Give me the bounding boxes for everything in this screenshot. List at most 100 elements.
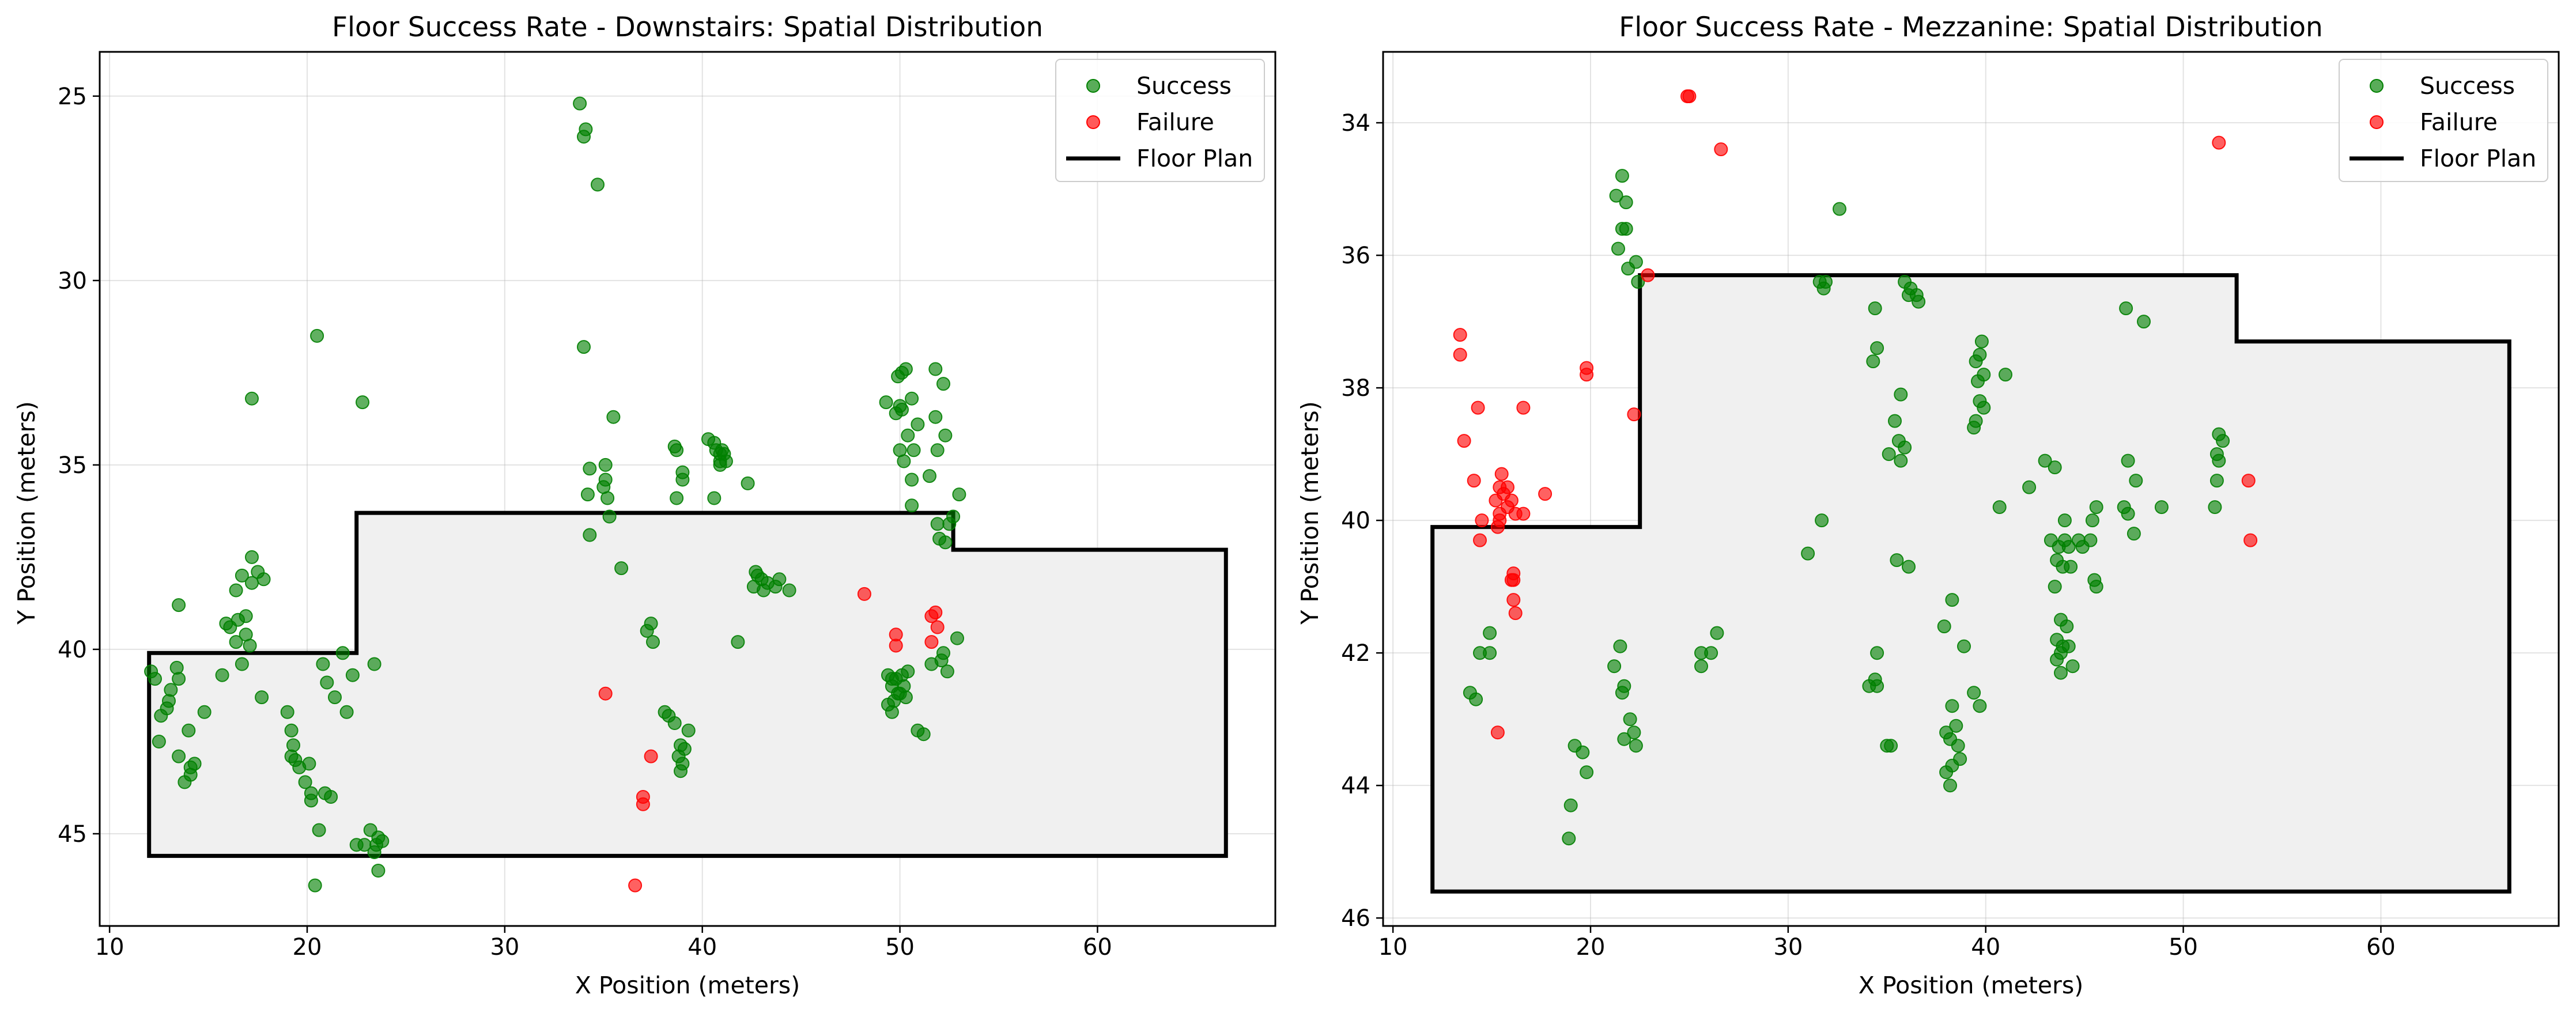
failure-point [1516,400,1531,415]
success-point [1629,255,1643,269]
success-point [2048,460,2062,475]
success-point [245,550,259,564]
x-tick-label: 20 [1576,934,1606,961]
success-point [284,723,299,738]
success-point [302,757,316,771]
success-point [371,864,386,878]
failure-point [1473,533,1487,547]
legend-failure-label: Failure [1136,108,1214,136]
y-tick-label: 40 [58,637,87,663]
success-point [339,705,354,719]
success-point [2022,480,2037,494]
success-points [1463,169,2230,846]
success-point [235,657,249,671]
failure-point [1506,573,1521,587]
success-point [1819,275,1833,289]
success-point [906,443,921,458]
success-point [898,362,913,376]
failure-points [598,587,945,893]
success-point [950,631,964,645]
success-point [577,340,591,354]
success-point [936,646,950,660]
x-tick-label: 30 [490,934,519,961]
legend: Success Failure Floor Plan [2339,59,2548,182]
success-point [2048,580,2062,594]
y-tick-label: 46 [1341,905,1370,932]
success-point [235,568,249,583]
success-point [2089,500,2103,515]
success-point [591,177,605,192]
success-point [707,491,722,505]
success-point [197,705,211,719]
success-point [1898,440,1912,455]
chart-panel-downstairs: Floor Success Rate - Downstairs: Spatial… [13,12,1276,999]
success-point [1617,732,1631,746]
success-point [1937,619,1951,634]
failure-point [1580,368,1594,382]
success-point [905,472,919,487]
y-ticks: 25 30 35 40 45 [58,84,100,848]
success-point [2121,453,2135,468]
success-point [911,417,925,432]
success-point [1949,719,1963,733]
x-tick-label: 10 [1378,934,1408,961]
success-point [675,472,690,487]
success-point [345,668,360,682]
y-tick-label: 40 [1341,508,1370,534]
success-point [2121,506,2135,521]
success-point [2209,474,2224,488]
success-point [324,790,338,804]
y-tick-label: 36 [1341,243,1370,269]
success-point [1912,294,1926,309]
failure-point [1457,434,1471,448]
success-point [606,410,621,424]
success-point [1469,692,1483,706]
legend-failure-label: Failure [2420,108,2498,136]
failure-point [628,878,643,893]
success-point [243,638,257,653]
success-point [1694,646,1708,660]
failure-point [1682,89,1697,104]
success-point [1967,686,1981,700]
failure-point [1490,725,1505,740]
success-point [1627,725,1641,740]
success-point [2154,500,2169,515]
success-point [2119,301,2133,316]
success-point [2129,474,2143,488]
success-point [1882,447,1896,462]
x-tick-label: 40 [688,934,717,961]
y-tick-label: 34 [1341,110,1370,137]
success-point [905,391,919,406]
failure-point [1506,593,1521,607]
success-point [731,635,745,649]
y-tick-label: 44 [1341,773,1370,799]
success-point [2054,666,2068,680]
success-point [2038,453,2052,468]
success-point [320,675,334,690]
failure-point [1471,400,1485,415]
success-point [1894,387,1908,402]
success-point [940,664,954,679]
legend-failure-marker [1086,115,1100,129]
y-axis-label: Y Position (meters) [1296,401,1324,625]
success-point [916,727,931,742]
success-point [1801,546,1815,561]
success-point [782,583,796,598]
plot-frame [1382,51,2560,927]
success-point [1943,778,1957,793]
success-point [670,491,684,505]
legend: Success Failure Floor Plan [1055,59,1265,182]
success-point [1563,798,1578,812]
success-point [1619,222,1633,236]
success-point [879,395,893,410]
floor-plan-outline [147,511,1228,858]
success-point [335,646,350,660]
success-point [1868,301,1882,316]
success-point [1902,559,1916,574]
success-point [1615,686,1629,700]
success-point [1999,368,2012,382]
success-point [1870,341,1884,356]
legend-box [2339,59,2548,182]
success-point [148,672,162,686]
failure-point [2212,135,2226,150]
